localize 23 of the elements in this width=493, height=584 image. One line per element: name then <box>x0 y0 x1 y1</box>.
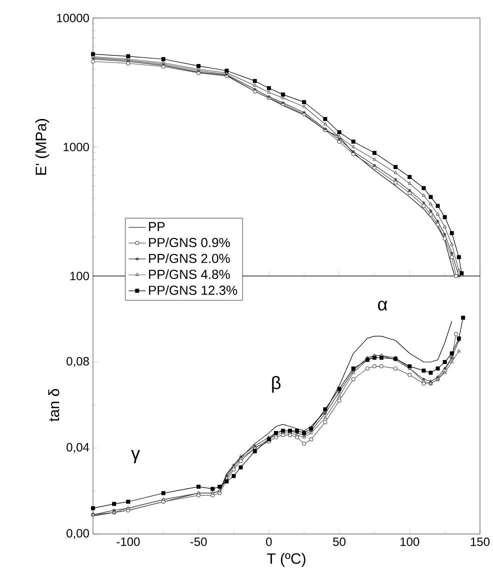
y-tick-label: 0,04 <box>66 443 89 453</box>
y-tick-label: 0,08 <box>66 357 89 367</box>
y-tick-label: 100 <box>70 272 89 280</box>
legend-label: PP <box>148 222 164 232</box>
y-axis-title: tan δ <box>48 388 60 422</box>
annotation: γ <box>130 450 140 464</box>
x-tick-label: -50 <box>190 538 207 546</box>
y-axis-title: E' (MPa) <box>35 119 50 175</box>
legend-label: PP/GNS 12.3% <box>148 285 237 295</box>
annotation: α <box>378 300 388 311</box>
y-tick-label: 1000 <box>64 142 89 152</box>
x-tick-label: -100 <box>116 538 140 546</box>
annotation: β <box>272 376 280 393</box>
legend-label: PP/GNS 0.9% <box>148 238 230 248</box>
x-tick-label: 50 <box>332 538 346 546</box>
x-axis-title: T (ºC) <box>266 552 306 567</box>
x-tick-label: 150 <box>470 538 490 546</box>
legend-label: PP/GNS 2.0% <box>148 254 230 264</box>
y-tick-label: 0,00 <box>66 529 89 539</box>
y-tick-label: 10000 <box>56 14 89 22</box>
x-tick-label: 0 <box>266 538 272 546</box>
legend-label: PP/GNS 4.8% <box>148 269 230 279</box>
x-tick-label: 100 <box>400 538 420 546</box>
